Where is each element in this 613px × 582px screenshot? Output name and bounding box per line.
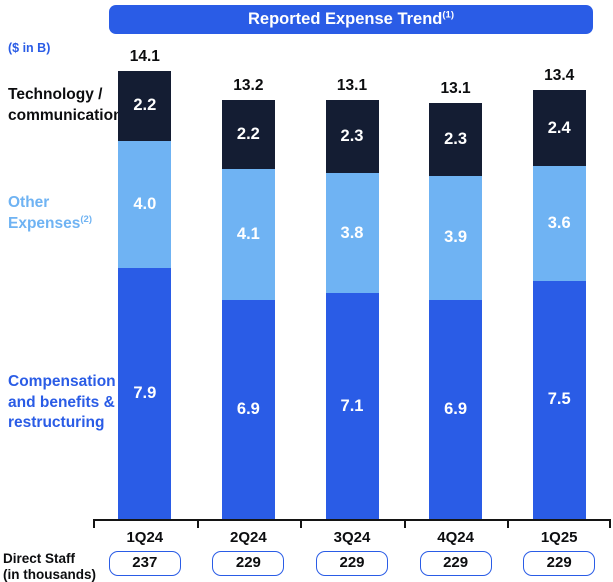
- segment-value-label: 7.5: [547, 390, 571, 409]
- segment-value-label: 2.4: [547, 118, 571, 137]
- bar-segment-royal_blue: 7.9: [118, 267, 172, 519]
- segment-value-label: 2.3: [444, 129, 468, 148]
- direct-staff-label-line1: Direct Staff: [3, 551, 76, 566]
- segment-value-label: 7.9: [133, 383, 157, 402]
- x-axis-line: [93, 519, 611, 521]
- segment-value-label: 4.0: [133, 194, 157, 213]
- bar-segment-royal_blue: 7.5: [532, 280, 586, 519]
- segment-value-label: 7.1: [340, 396, 364, 415]
- chart-title-footnote: (1): [442, 9, 454, 21]
- bar-segment-navy: 2.3: [325, 99, 379, 173]
- legend-line: Expenses(2): [8, 213, 93, 232]
- legend-line: restructuring: [8, 414, 105, 431]
- bar-segment-light_blue: 3.9: [429, 175, 483, 300]
- segment-value-label: 4.1: [236, 225, 260, 244]
- segment-value-label: 2.2: [133, 96, 157, 115]
- legend-line: Compensation: [8, 373, 116, 390]
- legend-line: Other: [8, 194, 50, 211]
- legend-line: Technology /: [8, 86, 103, 103]
- bar-segment-light_blue: 3.8: [325, 172, 379, 294]
- x-axis-tick: [507, 519, 510, 528]
- segment-value-label: 3.6: [547, 214, 571, 232]
- segment-value-label: 2.2: [236, 125, 260, 144]
- x-tick-label: 1Q25: [540, 529, 578, 546]
- bar-segment-light_blue: 3.6: [532, 166, 586, 281]
- x-axis-tick: [196, 519, 199, 528]
- total-value-label: 13.2: [233, 76, 264, 94]
- bar-segment-royal_blue: 7.1: [325, 293, 379, 519]
- x-tick-label: 1Q24: [126, 529, 164, 546]
- bar-segment-navy: 2.4: [532, 90, 586, 167]
- legend-line: and benefits &: [8, 393, 115, 411]
- total-value-label: 13.1: [440, 79, 471, 97]
- direct-staff-value-box: 237: [108, 551, 181, 576]
- direct-staff-label-line2: (in thousands): [3, 567, 96, 582]
- x-tick-label: 2Q24: [230, 529, 267, 546]
- legend-other-expenses: Other Expenses(2): [8, 193, 92, 234]
- units-label: ($ in B): [8, 41, 51, 55]
- x-tick-label: 4Q24: [437, 529, 474, 546]
- bar-segment-royal_blue: 6.9: [429, 299, 483, 519]
- direct-staff-value-box: 229: [212, 551, 285, 576]
- segment-value-label: 3.9: [444, 228, 468, 247]
- segment-value-label: 2.3: [340, 126, 364, 145]
- x-axis-tick: [609, 519, 611, 528]
- segment-value-label: 6.9: [236, 399, 260, 418]
- bar-segment-light_blue: 4.1: [221, 169, 275, 300]
- bar-segment-navy: 2.2: [118, 71, 172, 141]
- direct-staff-value-box: 229: [523, 551, 596, 576]
- bar-segment-light_blue: 4.0: [118, 140, 172, 268]
- direct-staff-value-box: 229: [316, 551, 388, 576]
- total-value-label: 14.1: [129, 48, 160, 65]
- chart-title: Reported Expense Trend: [247, 10, 443, 28]
- x-axis-tick: [300, 519, 303, 528]
- legend-compensation-benefits: Compensation and benefits & restructurin…: [8, 372, 116, 434]
- direct-staff-value-box: 229: [419, 551, 492, 576]
- segment-value-label: 6.9: [444, 399, 468, 418]
- direct-staff-label: Direct Staff (in thousands): [3, 551, 96, 582]
- total-value-label: 13.1: [336, 76, 368, 94]
- bar-segment-navy: 2.2: [221, 99, 275, 170]
- legend-technology-communication: Technology / communication: [8, 85, 123, 126]
- bar-segment-navy: 2.3: [429, 102, 483, 176]
- legend-footnote: (2): [80, 213, 93, 225]
- chart-title-banner: Reported Expense Trend(1): [109, 5, 593, 34]
- legend-line: communication: [8, 106, 123, 124]
- x-axis-tick: [403, 519, 406, 528]
- total-value-label: 13.4: [544, 67, 575, 85]
- x-axis-tick: [93, 519, 95, 528]
- x-tick-label: 3Q24: [333, 529, 371, 546]
- segment-value-label: 3.8: [340, 223, 364, 242]
- bar-segment-royal_blue: 6.9: [221, 299, 275, 519]
